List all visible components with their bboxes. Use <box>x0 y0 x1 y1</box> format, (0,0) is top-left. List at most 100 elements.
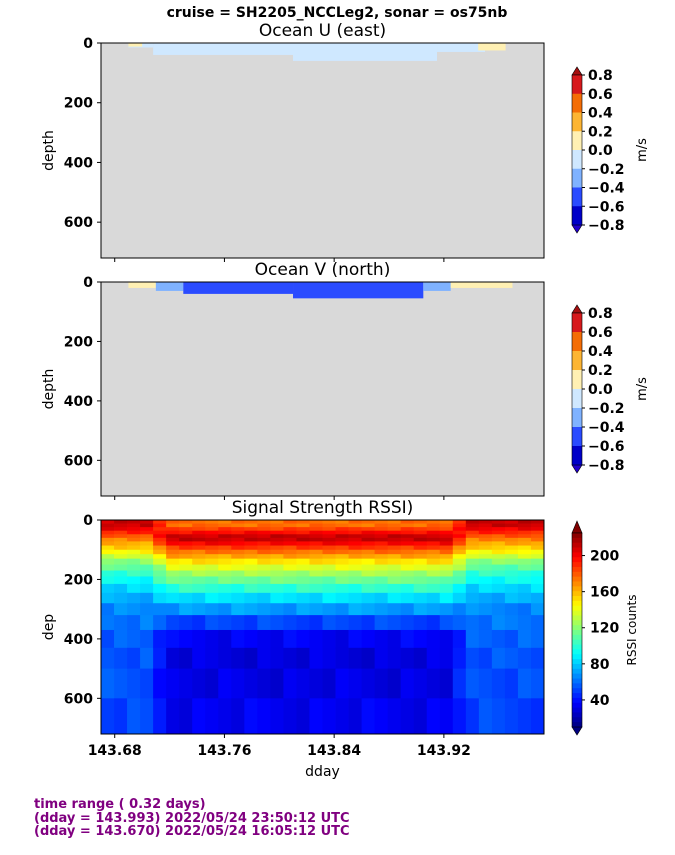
rssi-cell <box>309 534 323 539</box>
colorbar-step <box>572 668 582 675</box>
rssi-cell <box>530 603 545 616</box>
rssi-cell <box>491 570 506 577</box>
rssi-cell <box>426 570 441 577</box>
rssi-cell <box>348 554 362 560</box>
rssi-cell <box>166 698 180 735</box>
colorbar-step <box>572 562 582 568</box>
colorbar-step <box>572 702 582 708</box>
rssi-cell <box>127 615 141 631</box>
rssi-cell <box>517 603 532 616</box>
rssi-cell <box>283 668 297 699</box>
rssi-cell <box>478 549 493 555</box>
colorbar-step <box>572 625 582 631</box>
rssi-cell <box>283 527 297 532</box>
colorbar-step <box>572 605 582 611</box>
rssi-cell <box>413 558 428 565</box>
rssi-cell <box>205 592 219 604</box>
rssi-cell <box>465 668 480 699</box>
rssi-cell <box>452 564 467 571</box>
rssi-cell <box>218 541 232 546</box>
rssi-cell <box>270 520 284 524</box>
rssi-cell <box>179 534 193 539</box>
rssi-cell <box>101 530 115 535</box>
rssi-cell <box>465 534 480 539</box>
rssi-cell <box>296 537 310 542</box>
rssi-cell <box>400 668 415 699</box>
rssi-cell <box>413 523 428 528</box>
rssi-cell <box>491 668 506 699</box>
rssi-cell <box>218 558 232 565</box>
rssi-cell <box>439 558 454 565</box>
rssi-cell <box>270 615 284 631</box>
rssi-cell <box>231 629 245 649</box>
rssi-cell <box>218 592 232 604</box>
colorbar-step <box>572 688 582 694</box>
rssi-cell <box>114 576 128 585</box>
rssi-cell <box>114 603 128 616</box>
rssi-cell <box>348 527 362 532</box>
colorbar-bin <box>572 351 582 371</box>
rssi-cell <box>374 549 389 555</box>
rssi-cell <box>439 520 454 524</box>
colorbar-bin <box>572 313 582 333</box>
rssi-cell <box>179 537 193 542</box>
rssi-cell <box>101 698 115 735</box>
colorbar-step <box>572 707 582 713</box>
rssi-cell <box>348 558 362 565</box>
rssi-cell <box>218 698 232 735</box>
rssi-cell <box>478 576 493 585</box>
rssi-cell <box>439 530 454 535</box>
rssi-cell <box>153 570 167 577</box>
y-tick-label: 0 <box>83 275 93 291</box>
rssi-cell <box>400 564 415 571</box>
rssi-cell <box>374 564 389 571</box>
rssi-cell <box>387 615 402 631</box>
rssi-cell <box>231 554 245 560</box>
rssi-cell <box>465 615 480 631</box>
colorbar-label: m/s <box>635 377 650 401</box>
rssi-cell <box>387 530 402 535</box>
rssi-cell <box>504 541 519 546</box>
panel-title: Ocean U (east) <box>259 21 386 41</box>
rssi-cell <box>166 554 180 560</box>
rssi-cell <box>205 570 219 577</box>
rssi-cell <box>478 554 493 560</box>
rssi-cell <box>205 523 219 528</box>
rssi-cell <box>140 534 154 539</box>
rssi-cell <box>231 534 245 539</box>
rssi-cell <box>283 530 297 535</box>
rssi-cell <box>439 537 454 542</box>
rssi-cell <box>465 554 480 560</box>
colorbar-tick-label: −0.6 <box>588 199 625 215</box>
colorbar-bin <box>572 187 582 207</box>
rssi-cell <box>335 576 349 585</box>
rssi-cell <box>140 668 154 699</box>
rssi-cell <box>335 558 349 565</box>
rssi-cell <box>530 576 545 585</box>
rssi-cell <box>257 583 271 594</box>
rssi-cell <box>491 523 506 528</box>
rssi-cell <box>452 537 467 542</box>
rssi-cell <box>465 583 480 594</box>
colorbar-tick-label: −0.8 <box>588 218 625 234</box>
rssi-cell <box>244 570 258 577</box>
rssi-cell <box>309 530 323 535</box>
rssi-cell <box>296 527 310 532</box>
rssi-cell <box>517 592 532 604</box>
rssi-cell <box>517 558 532 565</box>
rssi-cell <box>504 530 519 535</box>
rssi-cell <box>296 647 310 670</box>
rssi-cell <box>439 564 454 571</box>
rssi-cell <box>231 549 245 555</box>
rssi-cell <box>257 698 271 735</box>
rssi-cell <box>296 698 310 735</box>
rssi-cell <box>296 534 310 539</box>
colorbar-step <box>572 581 582 587</box>
rssi-cell <box>309 647 323 670</box>
rssi-cell <box>309 527 323 532</box>
colorbar-tick-label: −0.2 <box>588 162 625 178</box>
rssi-cell <box>335 647 349 670</box>
rssi-cell <box>426 523 441 528</box>
rssi-cell <box>166 583 180 594</box>
rssi-cell <box>166 549 180 555</box>
